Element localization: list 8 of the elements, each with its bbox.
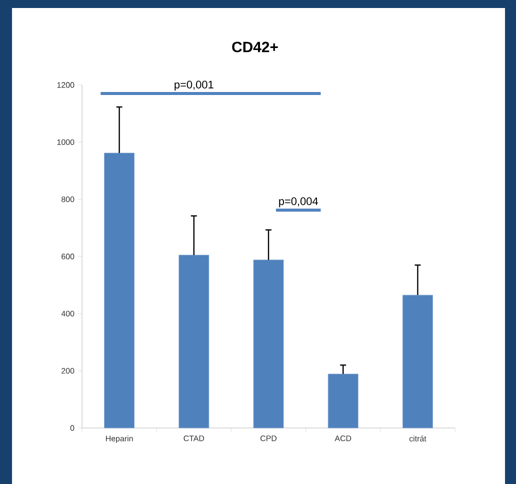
annotation: p=0,004: [279, 197, 318, 208]
annotation: p=0,001: [174, 80, 214, 91]
chart-title: CD42+: [232, 42, 278, 52]
bar: [178, 254, 210, 428]
bar: [402, 294, 433, 428]
bar: [328, 374, 358, 428]
bar: [104, 152, 135, 428]
bar: [253, 260, 284, 428]
